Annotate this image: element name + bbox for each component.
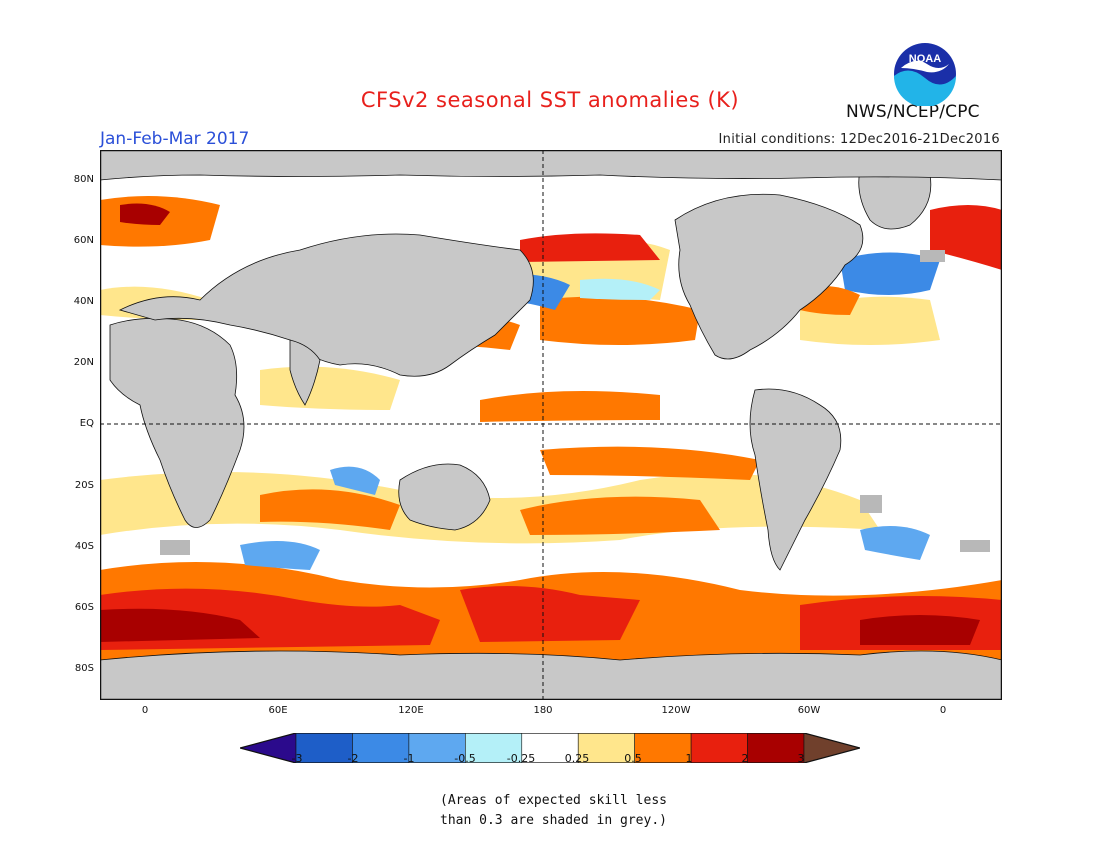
india bbox=[289, 339, 321, 406]
lon-label: 60E bbox=[268, 705, 288, 716]
lat-label: 40S bbox=[74, 541, 94, 552]
initial-conditions: Initial conditions: 12Dec2016-21Dec2016 bbox=[718, 132, 1000, 147]
south-america bbox=[749, 388, 842, 571]
forecast-period: Jan-Feb-Mar 2017 bbox=[100, 129, 250, 149]
anomaly-patches bbox=[100, 196, 1002, 660]
north-america bbox=[674, 193, 864, 360]
antarctica bbox=[100, 650, 1002, 700]
colorbar-label: -3 bbox=[291, 752, 303, 765]
africa bbox=[109, 317, 245, 528]
lon-label: 120E bbox=[398, 705, 424, 716]
colorbar-swatch bbox=[634, 733, 692, 763]
lon-label: 0 bbox=[141, 705, 149, 716]
colorbar-max-arrow bbox=[803, 733, 860, 763]
sst-anomaly-map bbox=[100, 150, 1002, 700]
lat-label: 20S bbox=[74, 480, 94, 491]
lat-label: 80N bbox=[73, 174, 94, 185]
agency-label: NWS/NCEP/CPC bbox=[846, 102, 980, 122]
colorbar-swatch bbox=[747, 733, 805, 763]
colorbar-swatch bbox=[690, 733, 748, 763]
colorbar-label: 3 bbox=[797, 752, 805, 765]
lat-label: EQ bbox=[79, 418, 94, 429]
australia bbox=[398, 463, 491, 531]
noaa-logo: NOAA bbox=[894, 43, 956, 106]
colorbar bbox=[240, 733, 860, 763]
colorbar-swatch bbox=[408, 733, 466, 763]
colorbar-swatch bbox=[352, 733, 410, 763]
lat-label: 80S bbox=[74, 663, 94, 674]
land-masses bbox=[100, 150, 1002, 700]
logo-text: NOAA bbox=[909, 53, 941, 65]
lon-label: 180 bbox=[533, 705, 553, 716]
colorbar-label: -1 bbox=[403, 752, 415, 765]
colorbar-label: -0.5 bbox=[454, 752, 476, 765]
lat-label: 60N bbox=[73, 235, 94, 246]
colorbar-swatch bbox=[577, 733, 635, 763]
chart-title: CFSv2 seasonal SST anomalies (K) bbox=[360, 88, 740, 112]
skill-note-line-1: (Areas of expected skill less bbox=[440, 793, 667, 808]
colorbar-label: 0.25 bbox=[564, 752, 590, 765]
lon-label: 120W bbox=[661, 705, 691, 716]
map-frame bbox=[100, 150, 1002, 700]
colorbar-label: 0.5 bbox=[624, 752, 642, 765]
colorbar-label: -0.25 bbox=[506, 752, 536, 765]
lat-label: 20N bbox=[73, 357, 94, 368]
colorbar-label: -2 bbox=[347, 752, 359, 765]
colorbar-swatch bbox=[521, 733, 579, 763]
lon-label: 60W bbox=[797, 705, 821, 716]
colorbar-label: 2 bbox=[741, 752, 749, 765]
low-skill-areas bbox=[160, 250, 990, 555]
lon-label: 0 bbox=[939, 705, 947, 716]
arctic-land bbox=[100, 150, 1002, 181]
lat-label: 60S bbox=[74, 602, 94, 613]
skill-note-line-2: than 0.3 are shaded in grey.) bbox=[440, 813, 667, 828]
lat-label: 40N bbox=[73, 296, 94, 307]
colorbar-label: 1 bbox=[685, 752, 693, 765]
